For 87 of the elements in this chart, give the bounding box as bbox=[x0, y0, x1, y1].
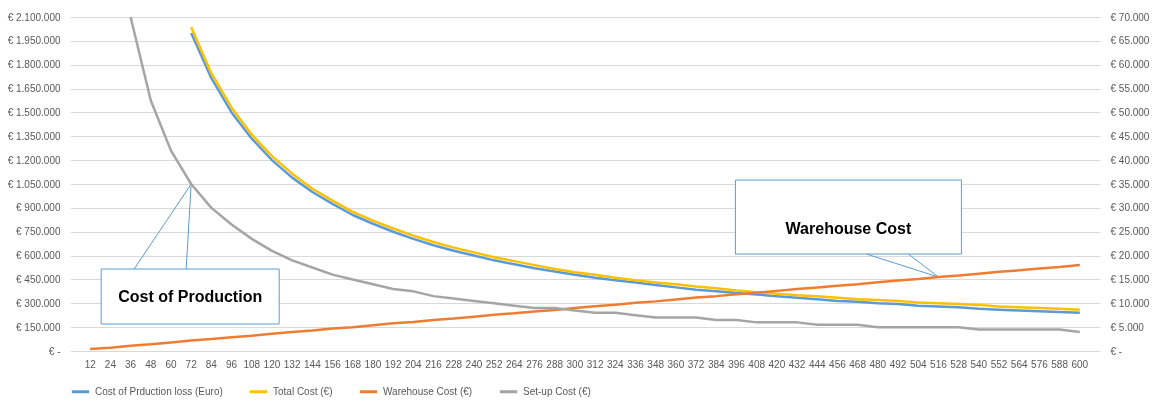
y2-tick-label: € 55.000 bbox=[1110, 83, 1150, 95]
legend-label: Set-up Cost (€) bbox=[523, 385, 591, 397]
x-tick-label: 108 bbox=[243, 358, 261, 370]
legend-label: Cost of Prduction loss (Euro) bbox=[95, 385, 223, 397]
x-tick-label: 396 bbox=[728, 358, 746, 370]
x-tick-label: 204 bbox=[404, 358, 423, 370]
y-tick-label: € 1.350.000 bbox=[7, 130, 61, 142]
y2-tick-label: € 50.000 bbox=[1110, 106, 1150, 118]
x-tick-label: 264 bbox=[505, 358, 524, 370]
y-tick-label: € 2.100.000 bbox=[7, 11, 61, 23]
x-tick-label: 228 bbox=[445, 358, 463, 370]
x-tick-label: 300 bbox=[566, 358, 584, 370]
x-tick-label: 72 bbox=[185, 358, 198, 370]
y2-tick-label: € 35.000 bbox=[1110, 178, 1150, 190]
y-tick-label: € 300.000 bbox=[16, 297, 61, 309]
x-tick-label: 456 bbox=[829, 358, 847, 370]
x-tick-label: 36 bbox=[125, 358, 137, 370]
x-tick-label: 24 bbox=[104, 358, 117, 370]
y-tick-label: € 1.200.000 bbox=[7, 154, 61, 166]
y-tick-label: € 900.000 bbox=[16, 202, 61, 214]
x-tick-label: 180 bbox=[364, 358, 382, 370]
y-tick-label: € 1.800.000 bbox=[7, 59, 61, 71]
x-tick-label: 132 bbox=[283, 358, 301, 370]
x-tick-label: 480 bbox=[869, 358, 887, 370]
annotation: Cost of Production bbox=[118, 288, 263, 305]
x-tick-label: 420 bbox=[768, 358, 786, 370]
x-tick-label: 48 bbox=[145, 358, 157, 370]
x-tick-label: 432 bbox=[788, 358, 806, 370]
x-tick-label: 12 bbox=[84, 358, 97, 370]
y-tick-label: € 750.000 bbox=[16, 226, 61, 238]
y-tick-label: € 1.500.000 bbox=[7, 106, 61, 118]
y-tick-label: € 600.000 bbox=[16, 250, 61, 262]
y2-tick-label: € 60.000 bbox=[1110, 59, 1150, 71]
x-tick-label: 600 bbox=[1071, 358, 1089, 370]
x-tick-label: 576 bbox=[1031, 358, 1049, 370]
x-tick-label: 168 bbox=[344, 358, 362, 370]
x-tick-label: 504 bbox=[909, 358, 928, 370]
y-tick-label: € 1.050.000 bbox=[7, 178, 61, 190]
x-tick-label: 120 bbox=[263, 358, 281, 370]
x-tick-label: 192 bbox=[384, 358, 402, 370]
y2-tick-label: € - bbox=[1110, 345, 1123, 357]
x-tick-label: 444 bbox=[808, 358, 827, 370]
x-tick-label: 252 bbox=[485, 358, 503, 370]
x-tick-label: 60 bbox=[165, 358, 177, 370]
x-tick-label: 528 bbox=[950, 358, 968, 370]
x-tick-label: 348 bbox=[647, 358, 665, 370]
x-tick-label: 588 bbox=[1051, 358, 1069, 370]
x-tick-label: 552 bbox=[990, 358, 1008, 370]
y-tick-label: € 1.650.000 bbox=[7, 83, 61, 95]
y2-tick-label: € 25.000 bbox=[1110, 226, 1150, 238]
legend-label: Warehouse Cost (€) bbox=[383, 385, 473, 397]
y2-tick-label: € 10.000 bbox=[1110, 297, 1150, 309]
y2-tick-label: € 30.000 bbox=[1110, 202, 1150, 214]
x-tick-label: 84 bbox=[205, 358, 218, 370]
x-tick-label: 492 bbox=[889, 358, 907, 370]
y-tick-label: € 150.000 bbox=[16, 321, 61, 333]
x-tick-label: 240 bbox=[465, 358, 483, 370]
x-tick-label: 336 bbox=[627, 358, 645, 370]
y2-tick-label: € 40.000 bbox=[1110, 154, 1150, 166]
x-tick-label: 468 bbox=[849, 358, 867, 370]
y2-tick-label: € 15.000 bbox=[1110, 273, 1150, 285]
x-tick-label: 564 bbox=[1010, 358, 1028, 370]
x-tick-label: 216 bbox=[425, 358, 443, 370]
x-tick-label: 372 bbox=[687, 358, 705, 370]
y-tick-label: € - bbox=[48, 345, 61, 357]
line-series bbox=[88, 263, 1082, 351]
y2-tick-label: € 5.000 bbox=[1110, 321, 1145, 333]
annotation: Warehouse Cost bbox=[785, 220, 912, 238]
x-tick-label: 516 bbox=[930, 358, 948, 370]
y2-tick-label: € 45.000 bbox=[1110, 130, 1150, 142]
x-tick-label: 276 bbox=[526, 358, 544, 370]
x-tick-label: 324 bbox=[606, 358, 625, 370]
y2-tick-label: € 65.000 bbox=[1110, 35, 1150, 47]
x-tick-label: 384 bbox=[707, 358, 726, 370]
y2-tick-label: € 70.000 bbox=[1110, 11, 1150, 23]
x-tick-label: 540 bbox=[970, 358, 988, 370]
x-tick-label: 96 bbox=[226, 358, 238, 370]
x-tick-label: 144 bbox=[304, 358, 322, 370]
y-tick-label: € 450.000 bbox=[16, 273, 61, 285]
x-tick-label: 312 bbox=[586, 358, 604, 370]
y2-tick-label: € 20.000 bbox=[1110, 250, 1150, 262]
x-tick-label: 408 bbox=[748, 358, 766, 370]
x-tick-label: 156 bbox=[324, 358, 342, 370]
x-tick-label: 360 bbox=[667, 358, 685, 370]
y-tick-label: € 1.950.000 bbox=[7, 35, 61, 47]
legend-label: Total Cost (€) bbox=[273, 385, 333, 397]
x-tick-label: 288 bbox=[546, 358, 564, 370]
